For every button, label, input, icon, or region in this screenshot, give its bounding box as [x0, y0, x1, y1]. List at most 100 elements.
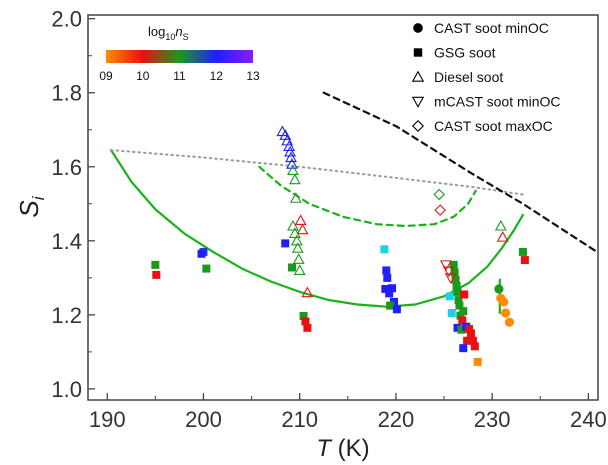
filled-square-point-20 — [447, 309, 456, 318]
filled-square-point-11 — [382, 266, 391, 275]
colorbar-tick-label: 13 — [246, 69, 260, 83]
plot-frame — [87, 14, 599, 401]
open-triangle-down-point-1 — [442, 266, 455, 278]
dotted-curve-3 — [110, 149, 524, 196]
filled-square-point-1 — [152, 270, 161, 279]
legend-label: Diesel soot — [434, 69, 503, 85]
filled-square-point-6 — [288, 263, 296, 272]
dashed-curve-4 — [322, 91, 599, 253]
filled-square-point-37 — [465, 324, 474, 333]
legend-entry: CAST soot minOC — [413, 20, 549, 36]
filled-square-point-15 — [388, 284, 397, 293]
open-triangle-up-point-9 — [289, 192, 302, 203]
filled-circle-point-4 — [504, 317, 515, 327]
data-points-layer — [151, 125, 529, 366]
colorbar-title: log10nS — [148, 24, 189, 42]
legend-label: CAST soot maxOC — [434, 118, 553, 134]
legend: CAST soot minOC GSG soot Diesel soot mCAST … — [411, 20, 561, 134]
filled-square-point-30 — [457, 325, 466, 334]
open-triangle-up-point-15 — [293, 264, 306, 275]
open-triangle-up-point-14 — [292, 253, 305, 264]
legend-label: CAST soot minOC — [434, 20, 549, 36]
y-tick-label: 1.8 — [51, 81, 82, 106]
filled-square-point-17 — [386, 301, 395, 310]
legend-label: mCAST soot minOC — [434, 94, 561, 110]
x-tick-label: 240 — [570, 407, 607, 432]
filled-square-point-23 — [451, 275, 460, 284]
open-triangle-up-point-11 — [288, 227, 301, 238]
colorbar: log10nS 09 10 11 12 13 — [99, 24, 260, 83]
filled-square-point-9 — [303, 323, 312, 332]
filled-square-point-0 — [151, 260, 160, 269]
filled-square-point-8 — [301, 317, 310, 326]
filled-square-point-38 — [466, 329, 475, 338]
x-axis-title: T (K) — [316, 435, 369, 462]
legend-label: GSG soot — [434, 45, 496, 61]
open-triangle-up-point-3 — [283, 140, 296, 151]
filled-square-point-35 — [463, 336, 472, 345]
filled-square-point-43 — [520, 256, 529, 265]
open-diamond-point-0 — [433, 188, 446, 201]
open-triangle-up-point-13 — [291, 242, 304, 253]
filled-square-point-33 — [458, 316, 467, 325]
y-axis: 1.0 1.2 1.4 1.6 1.8 2.0 — [51, 7, 95, 402]
open-triangle-up-point-10 — [287, 219, 299, 231]
legend-marker-open-triangle-up — [411, 70, 425, 82]
filled-square-point-39 — [468, 336, 477, 345]
y-tick-label: 2.0 — [51, 7, 82, 32]
open-triangle-up-point-20 — [496, 230, 509, 242]
filled-square-point-28 — [456, 311, 465, 320]
colorbar-tick-label: 10 — [136, 69, 150, 83]
open-triangle-up-point-8 — [288, 173, 301, 185]
filled-square-point-25 — [453, 287, 462, 296]
filled-square-point-7 — [299, 311, 308, 320]
open-triangle-up-point-16 — [294, 214, 307, 226]
filled-square-point-12 — [383, 273, 392, 282]
x-axis: 190 200 210 220 230 240 — [89, 393, 607, 432]
filled-square-point-14 — [385, 289, 394, 298]
legend-marker-filled-square — [413, 48, 423, 57]
colorbar-tick-label: 12 — [210, 69, 224, 83]
open-triangle-up-point-17 — [296, 223, 309, 235]
x-tick-label: 220 — [378, 407, 415, 432]
filled-square-point-31 — [459, 307, 468, 316]
y-tick-label: 1.4 — [51, 229, 82, 254]
filled-square-point-21 — [449, 260, 458, 269]
y-tick-label: 1.0 — [51, 377, 82, 402]
filled-square-point-24 — [452, 281, 461, 290]
filled-circle-point-2 — [499, 297, 509, 307]
filled-square-point-10 — [380, 245, 389, 254]
y-axis-title: Si — [14, 195, 48, 217]
filled-square-point-42 — [518, 247, 527, 256]
solid-curve-0 — [109, 149, 525, 308]
open-diamond-point-1 — [434, 204, 446, 216]
y-tick-label: 1.6 — [51, 155, 82, 180]
filled-square-point-4 — [202, 264, 211, 273]
filled-square-point-36 — [459, 344, 468, 353]
filled-square-point-41 — [473, 357, 482, 366]
legend-marker-open-triangle-down — [411, 96, 425, 108]
legend-marker-filled-circle — [413, 23, 423, 33]
legend-entry: CAST soot maxOC — [411, 118, 553, 134]
open-triangle-up-point-18 — [301, 286, 314, 298]
x-tick-label: 210 — [281, 407, 318, 432]
open-triangle-up-point-4 — [284, 145, 297, 157]
open-triangle-down-point-2 — [444, 273, 457, 284]
filled-circle-point-0 — [494, 284, 504, 294]
filled-square-point-40 — [470, 342, 479, 351]
x-tick-label: 190 — [89, 407, 126, 432]
filled-square-point-18 — [392, 305, 401, 314]
filled-square-point-32 — [460, 290, 469, 299]
filled-square-point-3 — [197, 249, 206, 258]
y-tick-label: 1.2 — [51, 303, 82, 328]
legend-entry: Diesel soot — [411, 69, 503, 85]
legend-entry: mCAST soot minOC — [411, 94, 561, 110]
colorbar-gradient — [106, 50, 253, 63]
legend-entry: GSG soot — [413, 45, 496, 61]
colorbar-tick-label: 11 — [173, 69, 186, 83]
filled-circle-point-3 — [501, 308, 511, 318]
colorbar-tick-label: 09 — [99, 69, 113, 83]
filled-square-point-27 — [455, 301, 464, 310]
